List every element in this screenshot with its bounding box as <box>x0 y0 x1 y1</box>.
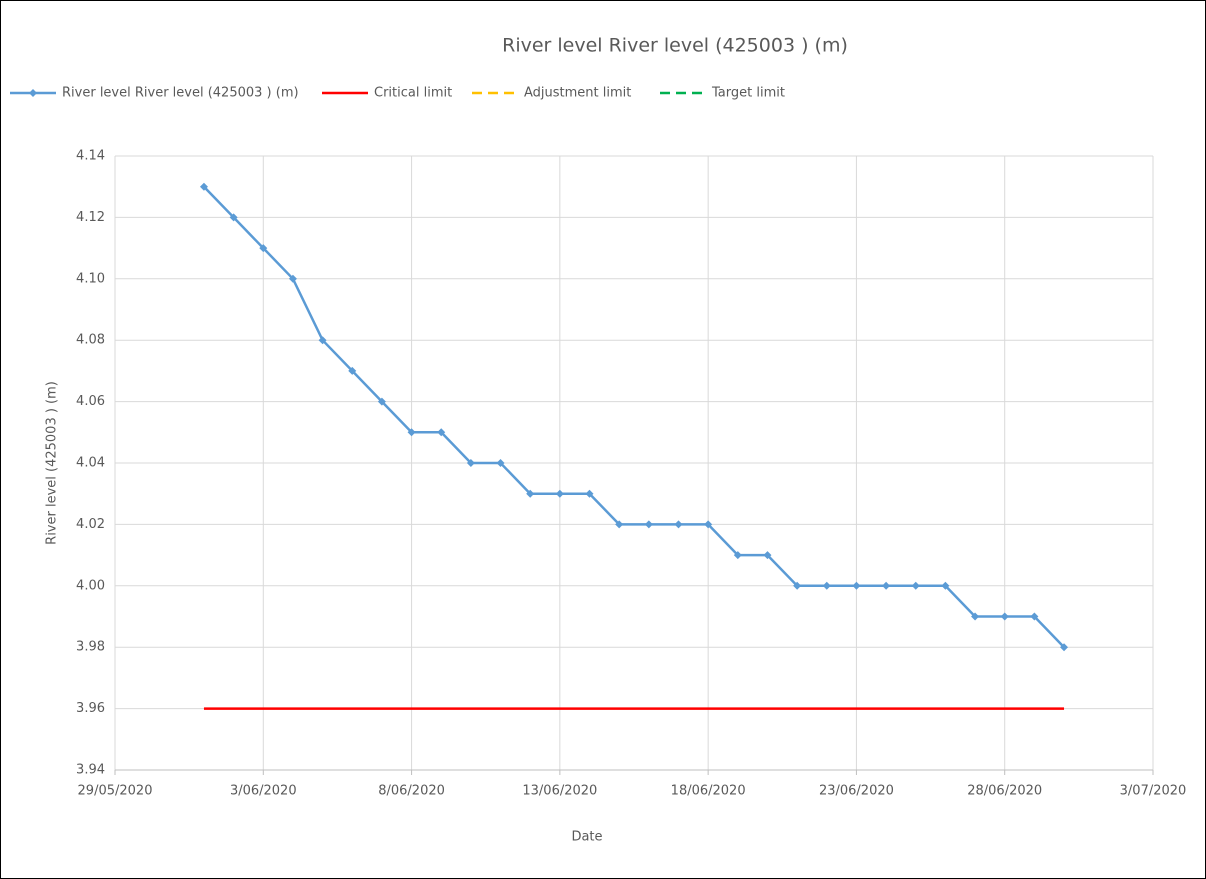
y-tick-label: 4.10 <box>76 271 105 286</box>
y-tick-label: 4.02 <box>76 517 105 532</box>
series-line <box>203 185 1065 649</box>
data-point <box>882 581 891 590</box>
y-tick-label: 3.96 <box>76 701 105 716</box>
data-point <box>615 520 624 529</box>
data-point <box>466 459 475 467</box>
y-tick-label: 4.04 <box>76 456 105 471</box>
y-axis-label: River level (425003 ) (m) <box>45 381 60 545</box>
data-point <box>822 581 831 590</box>
data-point <box>793 581 802 590</box>
y-tick-label: 4.06 <box>76 394 105 409</box>
data-point <box>911 581 920 590</box>
x-tick-label: 3/07/2020 <box>1120 784 1187 799</box>
x-tick-label: 23/06/2020 <box>819 784 894 799</box>
data-point <box>555 489 564 498</box>
data-point <box>1000 612 1009 621</box>
data-point <box>852 581 861 590</box>
x-tick-label: 29/05/2020 <box>78 784 153 799</box>
data-point <box>437 428 446 437</box>
x-axis-label: Date <box>571 830 602 845</box>
data-point <box>674 520 683 529</box>
data-point <box>318 336 327 345</box>
legend-marker <box>29 89 37 97</box>
y-tick-label: 4.14 <box>76 149 105 164</box>
y-tick-label: 4.08 <box>76 333 105 348</box>
x-tick-label: 18/06/2020 <box>671 784 746 799</box>
data-point <box>496 459 505 467</box>
y-tick-label: 4.00 <box>76 578 105 593</box>
data-point <box>199 182 208 191</box>
legend-label: Target limit <box>711 86 785 101</box>
data-point <box>259 244 268 253</box>
x-tick-label: 28/06/2020 <box>967 784 1042 799</box>
y-tick-label: 4.12 <box>76 210 105 225</box>
data-point <box>377 397 386 406</box>
data-point <box>644 520 653 529</box>
legend-label: River level River level (425003 ) (m) <box>62 86 299 101</box>
data-point <box>288 274 297 283</box>
data-point <box>763 551 772 560</box>
y-tick-label: 3.98 <box>76 640 105 655</box>
data-point <box>526 489 535 498</box>
data-point <box>407 428 416 437</box>
y-tick-label: 3.94 <box>76 763 105 778</box>
x-tick-label: 13/06/2020 <box>522 784 597 799</box>
data-point <box>229 213 238 222</box>
data-point <box>1060 643 1069 652</box>
data-point <box>733 551 742 560</box>
legend-label: Critical limit <box>374 86 452 101</box>
data-point <box>704 520 713 529</box>
data-point <box>348 366 357 375</box>
data-point <box>1030 612 1039 621</box>
data-point <box>941 581 950 590</box>
legend-label: Adjustment limit <box>524 86 631 101</box>
x-tick-label: 3/06/2020 <box>230 784 297 799</box>
data-point <box>971 612 980 621</box>
x-tick-label: 8/06/2020 <box>378 784 445 799</box>
data-point <box>585 489 594 498</box>
chart-title: River level River level (425003 ) (m) <box>502 35 848 57</box>
